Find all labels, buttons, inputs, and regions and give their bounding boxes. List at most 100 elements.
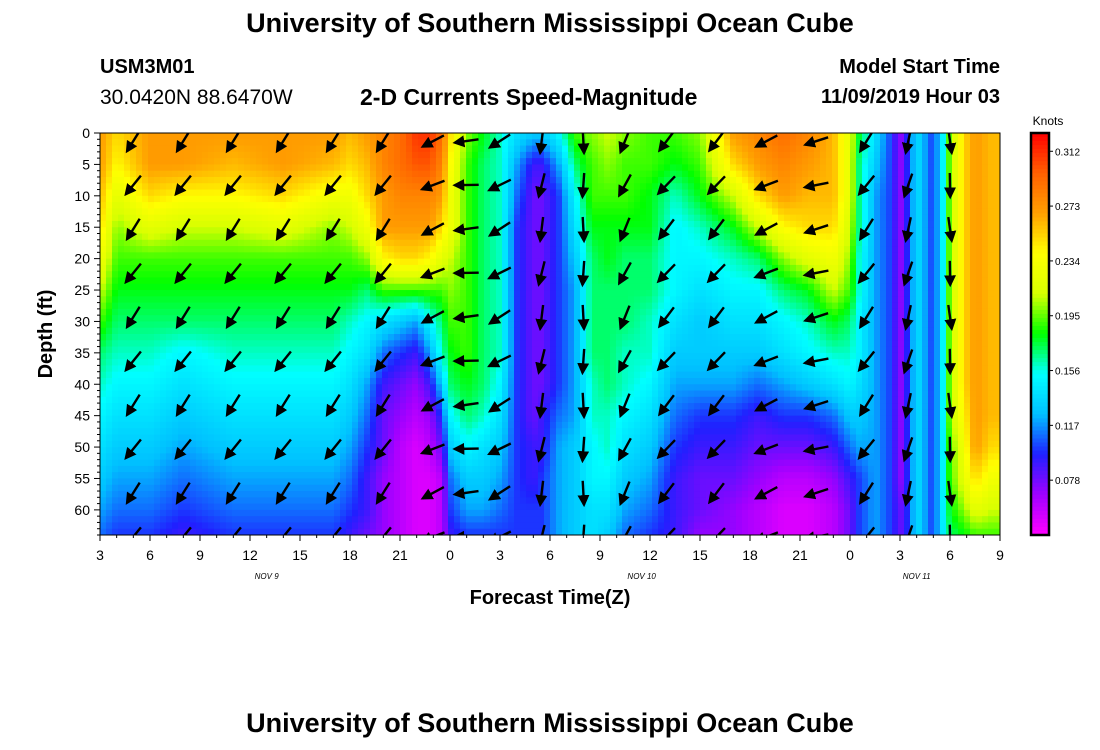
heatmap-cell bbox=[292, 170, 299, 178]
heatmap-cell bbox=[382, 465, 389, 473]
heatmap-cell bbox=[400, 308, 407, 316]
heatmap-cell bbox=[232, 214, 239, 222]
heatmap-cell bbox=[376, 503, 383, 511]
heatmap-cell bbox=[532, 164, 539, 172]
heatmap-cell bbox=[124, 334, 131, 341]
heatmap-cell bbox=[400, 315, 407, 323]
heatmap-cell bbox=[490, 528, 497, 535]
heatmap-cell bbox=[130, 164, 137, 172]
heatmap-cell bbox=[388, 497, 395, 505]
heatmap-cell bbox=[382, 277, 389, 285]
heatmap-cell bbox=[238, 208, 245, 216]
heatmap-cell bbox=[214, 214, 221, 222]
heatmap-cell bbox=[556, 497, 563, 505]
heatmap-cell bbox=[370, 491, 377, 498]
heatmap-cell bbox=[112, 233, 119, 241]
heatmap-cell bbox=[412, 346, 419, 354]
heatmap-cell bbox=[454, 283, 461, 291]
heatmap-cell bbox=[340, 509, 347, 517]
heatmap-cell bbox=[100, 371, 107, 379]
heatmap-cell bbox=[496, 296, 503, 304]
heatmap-cell bbox=[520, 302, 527, 310]
heatmap-cell bbox=[100, 145, 107, 153]
heatmap-cell bbox=[346, 371, 353, 379]
heatmap-cell bbox=[190, 352, 197, 360]
heatmap-cell bbox=[352, 258, 359, 266]
heatmap-cell bbox=[286, 290, 293, 297]
heatmap-cell bbox=[220, 189, 227, 197]
heatmap-cell bbox=[346, 415, 353, 423]
heatmap-cell bbox=[214, 340, 221, 348]
heatmap-cell bbox=[394, 340, 401, 348]
heatmap-cell bbox=[238, 434, 245, 442]
heatmap-cell bbox=[394, 352, 401, 360]
heatmap-cell bbox=[508, 246, 515, 253]
heatmap-cell bbox=[154, 491, 161, 498]
heatmap-cell bbox=[214, 290, 221, 297]
heatmap-cell bbox=[136, 497, 143, 505]
heatmap-cell bbox=[118, 334, 125, 341]
heatmap-cell bbox=[472, 139, 479, 147]
heatmap-cell bbox=[544, 133, 551, 140]
heatmap-cell bbox=[208, 220, 215, 228]
heatmap-cell bbox=[466, 283, 473, 291]
heatmap-cell bbox=[262, 384, 269, 392]
heatmap-cell bbox=[298, 277, 305, 285]
heatmap-cell bbox=[514, 151, 521, 159]
heatmap-cell bbox=[232, 453, 239, 461]
heatmap-cell bbox=[508, 516, 515, 524]
heatmap-cell bbox=[388, 139, 395, 147]
heatmap-cell bbox=[490, 516, 497, 524]
heatmap-cell bbox=[376, 290, 383, 297]
heatmap-cell bbox=[280, 484, 287, 492]
heatmap-cell bbox=[304, 440, 311, 448]
heatmap-cell bbox=[178, 415, 185, 423]
heatmap-cell bbox=[232, 264, 239, 272]
heatmap-cell bbox=[508, 434, 515, 442]
heatmap-cell bbox=[526, 340, 533, 348]
heatmap-cell bbox=[130, 415, 137, 423]
heatmap-cell bbox=[496, 377, 503, 385]
heatmap-cell bbox=[478, 208, 485, 216]
heatmap-cell bbox=[100, 208, 107, 216]
heatmap-cell bbox=[262, 371, 269, 379]
heatmap-cell bbox=[316, 164, 323, 172]
heatmap-cell bbox=[208, 465, 215, 473]
heatmap-cell bbox=[244, 528, 251, 535]
heatmap-cell bbox=[520, 447, 527, 454]
heatmap-cell bbox=[328, 158, 335, 166]
heatmap-cell bbox=[166, 133, 173, 140]
heatmap-cell bbox=[244, 396, 251, 404]
heatmap-cell bbox=[376, 176, 383, 184]
heatmap-cell bbox=[430, 340, 437, 348]
heatmap-cell bbox=[100, 415, 107, 423]
heatmap-cell bbox=[202, 151, 209, 159]
heatmap-cell bbox=[538, 246, 545, 253]
heatmap-cell bbox=[400, 189, 407, 197]
heatmap-cell bbox=[232, 277, 239, 285]
heatmap-cell bbox=[316, 384, 323, 392]
heatmap-cell bbox=[118, 195, 125, 203]
heatmap-cell bbox=[340, 465, 347, 473]
heatmap-cell bbox=[496, 133, 503, 140]
heatmap-cell bbox=[550, 315, 557, 323]
heatmap-cell bbox=[328, 176, 335, 184]
heatmap-cell bbox=[370, 459, 377, 467]
heatmap-cell bbox=[292, 145, 299, 153]
heatmap-cell bbox=[304, 214, 311, 222]
heatmap-cell bbox=[160, 459, 167, 467]
heatmap-cell bbox=[220, 384, 227, 392]
heatmap-cell bbox=[178, 396, 185, 404]
heatmap-cell bbox=[448, 509, 455, 517]
heatmap-cell bbox=[316, 145, 323, 153]
heatmap-cell bbox=[262, 195, 269, 203]
heatmap-cell bbox=[424, 302, 431, 310]
heatmap-cell bbox=[484, 308, 491, 316]
heatmap-cell bbox=[226, 208, 233, 216]
heatmap-cell bbox=[436, 516, 443, 524]
heatmap-cell bbox=[514, 415, 521, 423]
heatmap-cell bbox=[424, 133, 431, 140]
heatmap-cell bbox=[142, 365, 149, 373]
heatmap-cell bbox=[178, 522, 185, 530]
heatmap-cell bbox=[130, 208, 137, 216]
